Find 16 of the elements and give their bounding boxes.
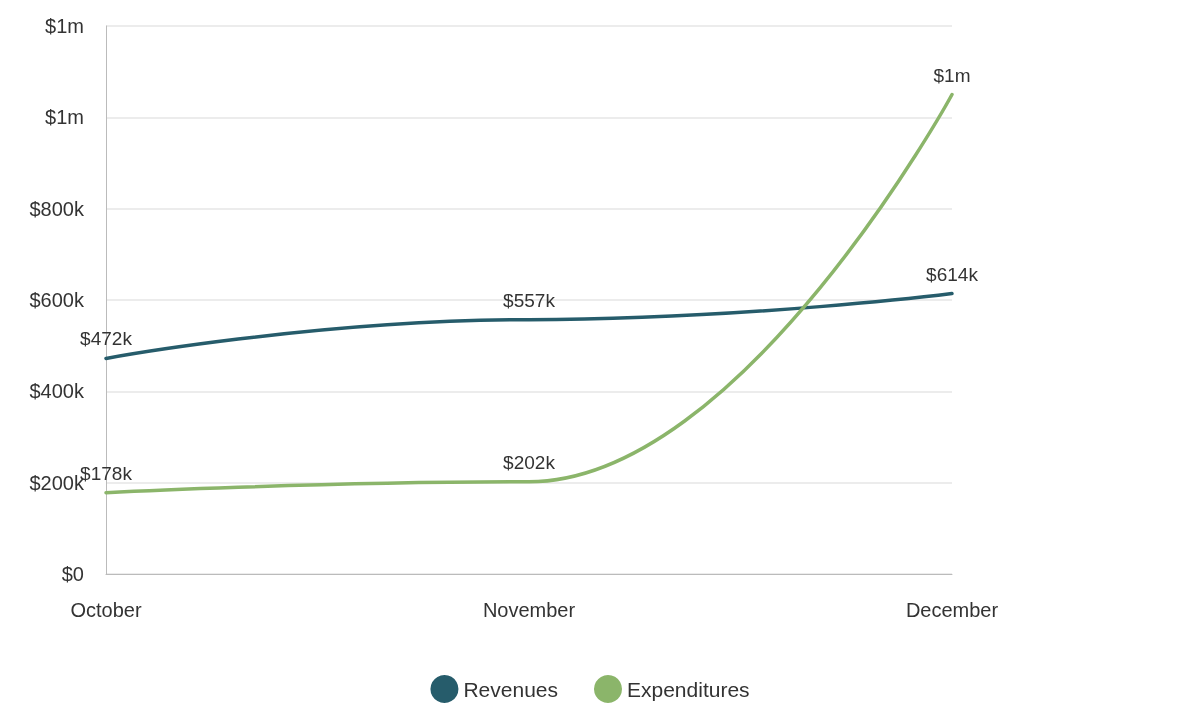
legend-label: Expenditures xyxy=(626,677,750,701)
data-label: $202k xyxy=(503,451,556,473)
y-tick-label: $1m xyxy=(45,15,84,37)
y-tick-label: $600k xyxy=(29,289,85,311)
x-tick-label: December xyxy=(905,599,999,621)
x-tick-label: November xyxy=(482,599,576,621)
y-tick-label: $400k xyxy=(29,380,85,403)
legend-label: Revenues xyxy=(463,677,558,701)
y-tick-label: $0 xyxy=(61,563,84,585)
data-label: $557k xyxy=(503,289,556,311)
y-tick-label: $800k xyxy=(29,197,85,220)
y-tick-label: $1m xyxy=(45,106,84,129)
x-tick-label: October xyxy=(70,599,142,621)
data-label: $472k xyxy=(80,328,133,350)
data-label: $614k xyxy=(926,263,979,285)
data-label: $1m xyxy=(933,64,971,86)
